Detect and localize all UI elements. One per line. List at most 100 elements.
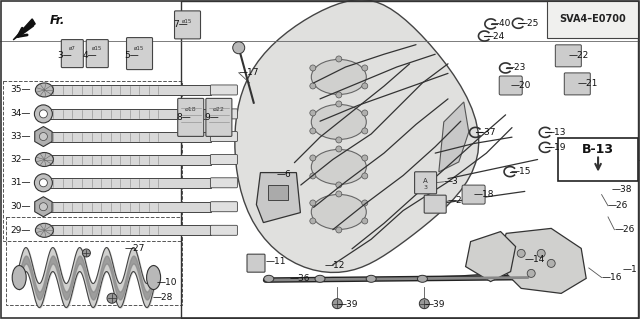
Bar bbox=[558, 138, 638, 181]
Polygon shape bbox=[466, 232, 516, 282]
Text: SVA4–E0700: SVA4–E0700 bbox=[559, 14, 626, 25]
Text: —15: —15 bbox=[510, 167, 531, 176]
Text: 9—: 9— bbox=[204, 113, 219, 122]
Polygon shape bbox=[235, 0, 479, 272]
Text: ø7: ø7 bbox=[69, 46, 76, 51]
Circle shape bbox=[517, 249, 525, 257]
Ellipse shape bbox=[311, 104, 366, 139]
Polygon shape bbox=[257, 173, 300, 223]
Text: —38: —38 bbox=[611, 185, 632, 194]
Text: —36: —36 bbox=[289, 274, 310, 283]
Circle shape bbox=[362, 65, 368, 71]
Circle shape bbox=[336, 227, 342, 233]
Text: 32—: 32— bbox=[10, 155, 31, 164]
Text: —10: —10 bbox=[157, 278, 177, 287]
Ellipse shape bbox=[417, 275, 428, 282]
Ellipse shape bbox=[311, 59, 366, 94]
Text: 3: 3 bbox=[424, 185, 428, 190]
Text: A: A bbox=[423, 178, 428, 184]
Text: ø15: ø15 bbox=[134, 46, 145, 51]
Text: 7—: 7— bbox=[173, 20, 188, 29]
FancyBboxPatch shape bbox=[424, 195, 446, 213]
Text: —20: —20 bbox=[511, 81, 531, 90]
Text: ø18: ø18 bbox=[185, 107, 196, 112]
Polygon shape bbox=[13, 19, 35, 40]
Circle shape bbox=[310, 110, 316, 116]
Bar bbox=[181, 1, 638, 318]
Circle shape bbox=[419, 299, 429, 309]
Circle shape bbox=[336, 191, 342, 197]
FancyBboxPatch shape bbox=[211, 225, 237, 235]
Circle shape bbox=[362, 110, 368, 116]
Bar bbox=[46, 109, 211, 119]
Text: —12: —12 bbox=[324, 261, 345, 270]
Bar bbox=[3, 81, 182, 241]
Circle shape bbox=[362, 83, 368, 89]
Text: —17: —17 bbox=[239, 68, 259, 77]
Text: —23: —23 bbox=[506, 63, 526, 72]
FancyBboxPatch shape bbox=[211, 85, 237, 95]
Ellipse shape bbox=[147, 265, 161, 290]
Text: —1: —1 bbox=[622, 265, 637, 274]
Text: —21: —21 bbox=[577, 79, 598, 88]
Circle shape bbox=[310, 200, 316, 206]
Circle shape bbox=[310, 218, 316, 224]
Circle shape bbox=[362, 200, 368, 206]
Text: —18: —18 bbox=[474, 190, 494, 199]
Text: 34—: 34— bbox=[10, 109, 31, 118]
Text: 3—: 3— bbox=[58, 51, 72, 60]
Text: 31—: 31— bbox=[10, 178, 31, 187]
Circle shape bbox=[40, 179, 47, 187]
Circle shape bbox=[362, 173, 368, 179]
Circle shape bbox=[537, 249, 545, 257]
Text: B-13: B-13 bbox=[582, 143, 614, 156]
Ellipse shape bbox=[311, 150, 366, 184]
Circle shape bbox=[310, 155, 316, 161]
Text: —19: —19 bbox=[545, 143, 566, 152]
Text: —11: —11 bbox=[266, 257, 286, 266]
Ellipse shape bbox=[311, 195, 366, 229]
Polygon shape bbox=[501, 228, 586, 293]
FancyBboxPatch shape bbox=[175, 11, 200, 39]
Text: 35—: 35— bbox=[10, 85, 31, 94]
Circle shape bbox=[336, 182, 342, 188]
FancyBboxPatch shape bbox=[564, 73, 590, 95]
Text: —37: —37 bbox=[476, 128, 496, 137]
Text: —14: —14 bbox=[525, 256, 545, 264]
Text: —13: —13 bbox=[545, 128, 566, 137]
Circle shape bbox=[310, 173, 316, 179]
Circle shape bbox=[362, 155, 368, 161]
Ellipse shape bbox=[35, 223, 53, 237]
Bar bbox=[268, 185, 289, 200]
FancyBboxPatch shape bbox=[499, 76, 522, 95]
Text: 4—: 4— bbox=[83, 51, 97, 60]
Text: ø15: ø15 bbox=[92, 46, 102, 51]
FancyBboxPatch shape bbox=[206, 98, 232, 137]
Bar bbox=[46, 131, 211, 142]
Circle shape bbox=[310, 128, 316, 134]
Bar bbox=[46, 154, 211, 165]
FancyBboxPatch shape bbox=[127, 38, 152, 70]
Bar bbox=[46, 225, 211, 235]
FancyBboxPatch shape bbox=[415, 172, 436, 194]
Circle shape bbox=[310, 83, 316, 89]
Circle shape bbox=[336, 101, 342, 107]
Text: —26: —26 bbox=[614, 225, 635, 234]
FancyBboxPatch shape bbox=[178, 98, 204, 137]
FancyBboxPatch shape bbox=[247, 254, 265, 272]
Ellipse shape bbox=[35, 83, 53, 97]
Ellipse shape bbox=[35, 152, 53, 167]
FancyBboxPatch shape bbox=[211, 202, 237, 212]
Circle shape bbox=[310, 65, 316, 71]
Text: —22: —22 bbox=[568, 51, 589, 60]
Circle shape bbox=[336, 137, 342, 143]
Text: —3: —3 bbox=[444, 177, 458, 186]
FancyBboxPatch shape bbox=[556, 45, 581, 67]
Text: ø15: ø15 bbox=[182, 19, 193, 23]
Circle shape bbox=[40, 110, 47, 118]
Ellipse shape bbox=[264, 275, 274, 282]
Circle shape bbox=[40, 203, 47, 211]
Bar bbox=[46, 85, 211, 95]
Circle shape bbox=[332, 299, 342, 309]
Text: —39: —39 bbox=[424, 300, 445, 309]
